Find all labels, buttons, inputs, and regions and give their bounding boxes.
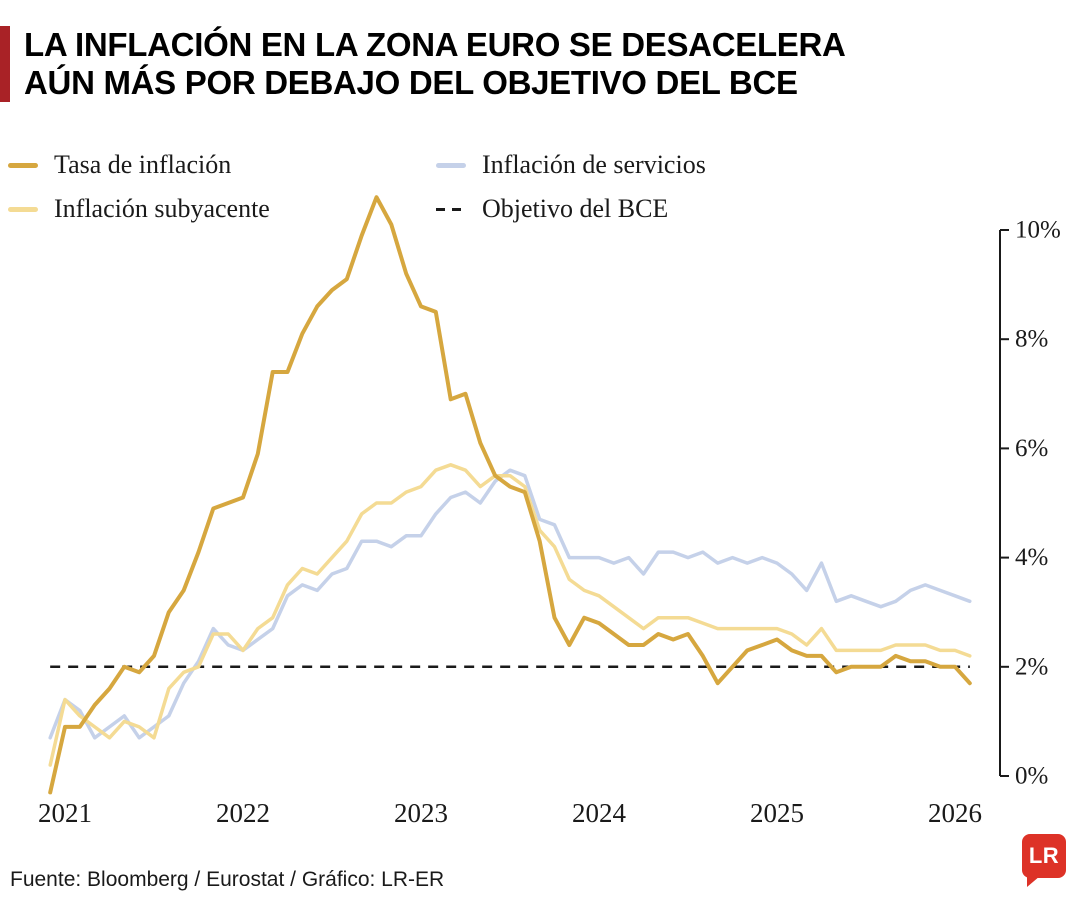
legend-label: Tasa de inflación [54, 150, 232, 179]
series-line-0 [48, 195, 972, 795]
line-swatch-icon [8, 206, 38, 212]
legend-item-inflacion-subyacente: Inflación subyacente [8, 194, 270, 224]
legend-label: Inflación subyacente [54, 194, 270, 223]
y-axis-label: 10% [1015, 217, 1061, 244]
lr-logo: LR [1022, 834, 1066, 887]
x-axis-label: 2021 [38, 798, 92, 828]
series-line-1 [48, 463, 972, 767]
legend-label: Inflación de servicios [482, 150, 706, 179]
legend-item-inflacion-servicios: Inflación de servicios [436, 150, 706, 180]
lr-logo-text: LR [1028, 843, 1060, 868]
line-swatch-icon [8, 162, 38, 168]
chart-title-line2: AÚN MÁS POR DEBAJO DEL OBJETIVO DEL BCE [24, 64, 798, 101]
legend: Tasa de inflación Inflación subyacente I… [8, 150, 1028, 240]
y-axis-label: 4% [1015, 544, 1048, 571]
line-swatch-icon [436, 162, 466, 168]
x-axis-label: 2022 [216, 798, 270, 828]
x-axis-label: 2026 [928, 798, 982, 828]
y-axis-label: 2% [1015, 653, 1048, 680]
inflation-line-chart: 0% 2% 4% 6% 8% 10% 2021 2022 2023 2024 2025 2026 [38, 195, 1061, 828]
header: LA INFLACIÓN EN LA ZONA EURO SE DESACELE… [0, 26, 846, 102]
chart-title: LA INFLACIÓN EN LA ZONA EURO SE DESACELE… [10, 26, 846, 102]
y-axis-label: 8% [1015, 326, 1048, 353]
title-accent-bar [0, 26, 10, 102]
dashed-line-swatch-icon [436, 207, 466, 211]
legend-item-tasa-inflacion: Tasa de inflación [8, 150, 231, 180]
x-axis-label: 2025 [750, 798, 804, 828]
source-credit: Fuente: Bloomberg / Eurostat / Gráfico: … [10, 868, 445, 891]
legend-item-objetivo-bce: Objetivo del BCE [436, 194, 668, 224]
x-axis-label: 2023 [394, 798, 448, 828]
y-axis-label: 6% [1015, 435, 1048, 462]
chart-title-line1: LA INFLACIÓN EN LA ZONA EURO SE DESACELE… [24, 26, 846, 63]
legend-label: Objetivo del BCE [482, 194, 669, 223]
y-axis-label: 0% [1015, 763, 1048, 790]
series-line-2 [48, 468, 972, 740]
x-axis-label: 2024 [572, 798, 627, 828]
